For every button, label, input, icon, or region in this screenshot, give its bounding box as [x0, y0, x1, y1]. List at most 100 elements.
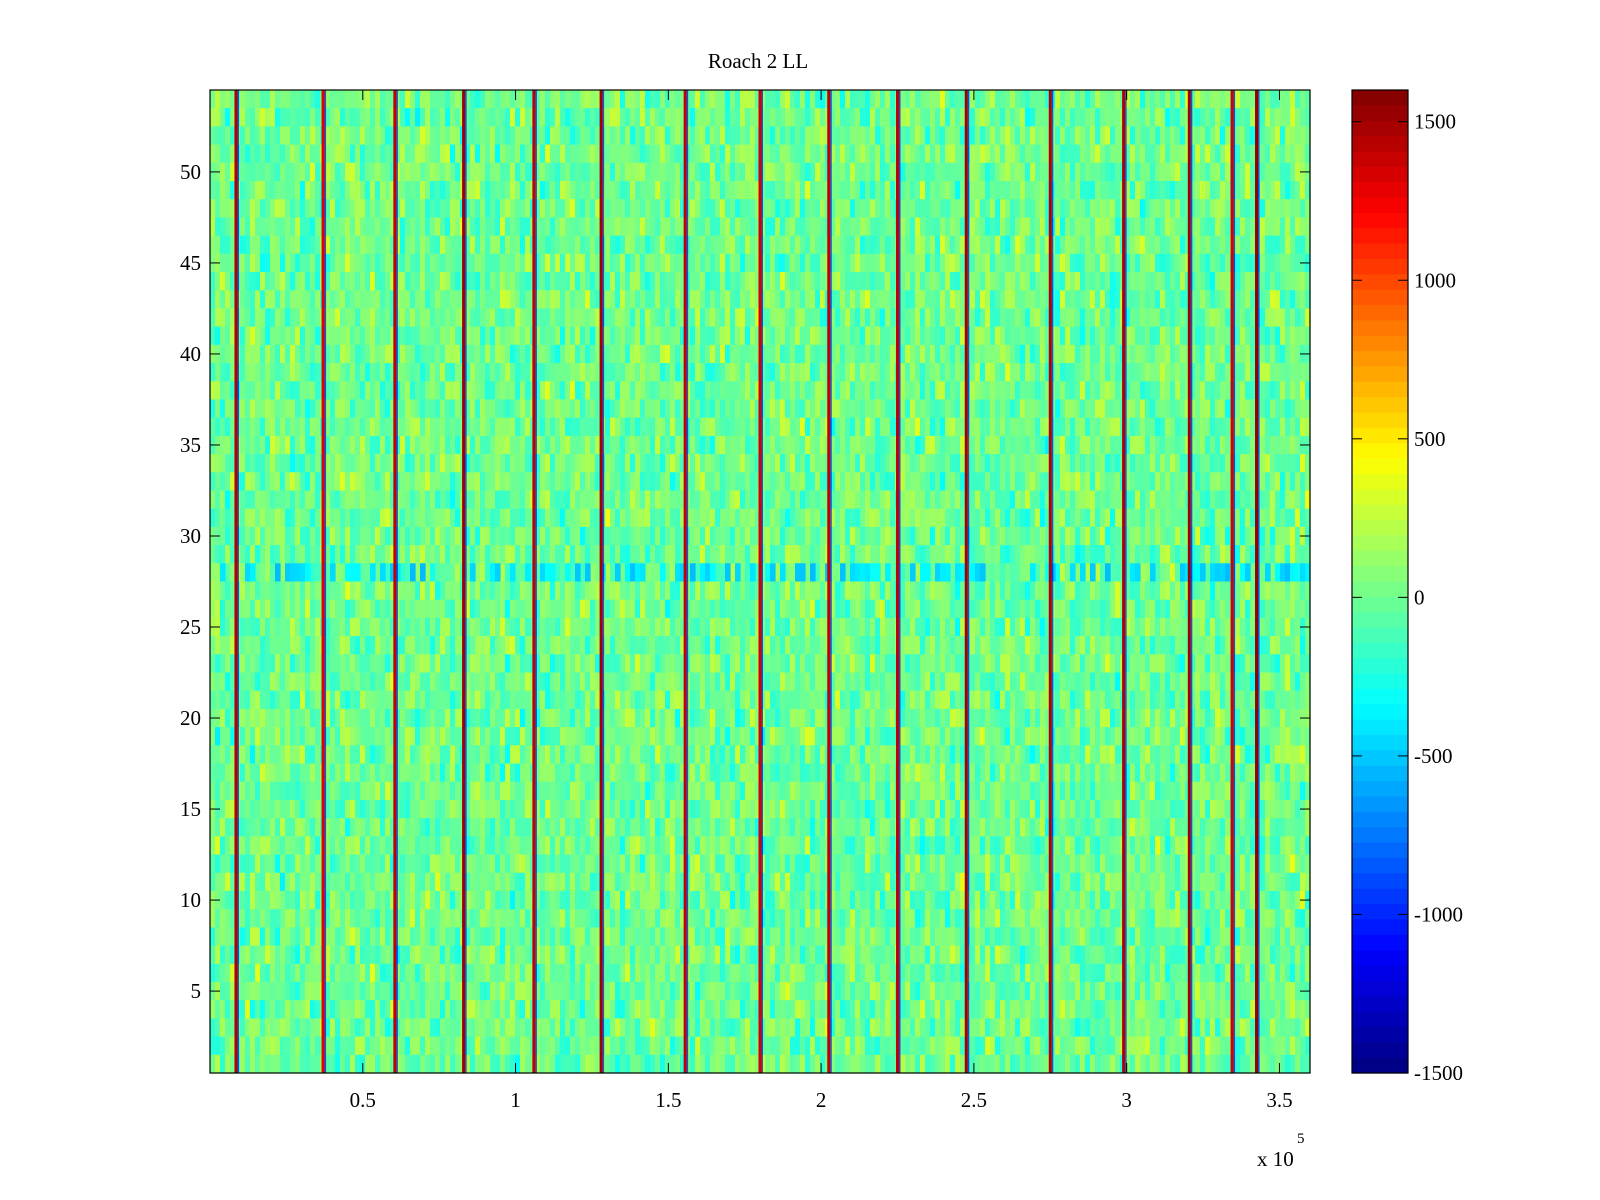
heatmap-cell [1165, 90, 1171, 109]
heatmap-cell [1245, 417, 1251, 437]
heatmap-cell [1110, 417, 1116, 437]
heatmap-cell [615, 272, 621, 291]
heatmap-cell [1045, 126, 1051, 146]
heatmap-cell [620, 308, 626, 328]
heatmap-cell [1245, 435, 1251, 455]
heatmap-cell [980, 399, 986, 419]
heatmap-cell [1030, 399, 1036, 419]
heatmap-cell [1105, 253, 1111, 273]
heatmap-cell [280, 417, 286, 437]
heatmap-cell [575, 454, 581, 473]
heatmap-cell [1095, 399, 1101, 419]
heatmap-cell [845, 235, 851, 255]
heatmap-cell [290, 108, 296, 127]
heatmap-cell [430, 90, 436, 109]
heatmap-cell [1000, 363, 1006, 382]
heatmap-cell [1060, 90, 1066, 109]
heatmap-cell [1285, 199, 1291, 219]
heatmap-cell [820, 90, 826, 109]
heatmap-cell [735, 454, 741, 473]
heatmap-cell [250, 326, 256, 346]
heatmap-cell [465, 363, 471, 382]
heatmap-cell [420, 162, 426, 182]
heatmap-cell [860, 363, 866, 382]
heatmap-cell [660, 344, 666, 364]
heatmap-cell [1190, 381, 1196, 401]
heatmap-cell [585, 344, 591, 364]
heatmap-cell [1085, 144, 1091, 164]
heatmap-cell [1180, 308, 1186, 328]
heatmap-cell [405, 217, 411, 237]
heatmap-cell [1150, 381, 1156, 401]
heatmap-cell [780, 181, 786, 200]
heatmap-cell [745, 399, 751, 419]
heatmap-cell [920, 490, 926, 510]
heatmap-cell [850, 472, 856, 492]
heatmap-cell [1190, 217, 1196, 237]
heatmap-cell [425, 272, 431, 291]
heatmap-cell [355, 217, 361, 237]
heatmap-cell [950, 290, 956, 310]
heatmap-cell [1300, 381, 1306, 401]
heatmap-cell [515, 399, 521, 419]
heatmap-cell [750, 253, 756, 273]
heatmap-cell [665, 253, 671, 273]
heatmap-cell [465, 144, 471, 164]
heatmap-cell [865, 181, 871, 200]
heatmap-cell [370, 308, 376, 328]
heatmap-cell [850, 417, 856, 437]
heatmap-cell [525, 399, 531, 419]
heatmap-cell [370, 235, 376, 255]
heatmap-cell [1025, 326, 1031, 346]
heatmap-cell [860, 108, 866, 127]
heatmap-cell [960, 253, 966, 273]
heatmap-cell [520, 217, 526, 237]
heatmap-cell [1085, 344, 1091, 364]
heatmap-cell [455, 308, 461, 328]
heatmap-cell [230, 90, 236, 109]
heatmap-cell [415, 344, 421, 364]
heatmap-cell [665, 454, 671, 473]
heatmap-cell [1170, 417, 1176, 437]
heatmap-cell [500, 308, 506, 328]
heatmap-cell [355, 199, 361, 219]
heatmap-cell [1240, 144, 1246, 164]
heatmap-cell [785, 126, 791, 146]
heatmap-cell [330, 108, 336, 127]
heatmap-cell [960, 126, 966, 146]
heatmap-cell [505, 454, 511, 473]
heatmap-cell [540, 272, 546, 291]
heatmap-cell [1070, 326, 1076, 346]
heatmap-cell [1215, 417, 1221, 437]
heatmap-cell [485, 272, 491, 291]
heatmap-cell [815, 126, 821, 146]
heatmap-cell [295, 272, 301, 291]
heatmap-cell [920, 381, 926, 401]
heatmap-cell [275, 108, 281, 127]
heatmap-cell [1215, 363, 1221, 382]
heatmap-cell [1245, 272, 1251, 291]
heatmap-cell [850, 126, 856, 146]
heatmap-cell [270, 126, 276, 146]
heatmap-cell [1040, 253, 1046, 273]
heatmap-cell [390, 490, 396, 510]
heatmap-cell [1150, 363, 1156, 382]
heatmap-cell [215, 308, 221, 328]
heatmap-cell [810, 290, 816, 310]
heatmap-cell [1215, 399, 1221, 419]
heatmap-cell [790, 126, 796, 146]
heatmap-cell [1275, 181, 1281, 200]
heatmap-cell [410, 235, 416, 255]
heatmap-cell [710, 490, 716, 510]
heatmap-cell [215, 381, 221, 401]
heatmap-cell [1115, 144, 1121, 164]
heatmap-cell [365, 308, 371, 328]
heatmap-cell [775, 144, 781, 164]
heatmap-cell [435, 126, 441, 146]
heatmap-cell [665, 472, 671, 492]
heatmap-cell [700, 344, 706, 364]
heatmap-cell [270, 326, 276, 346]
heatmap-cell [915, 290, 921, 310]
heatmap-cell [490, 290, 496, 310]
heatmap-cell [840, 108, 846, 127]
